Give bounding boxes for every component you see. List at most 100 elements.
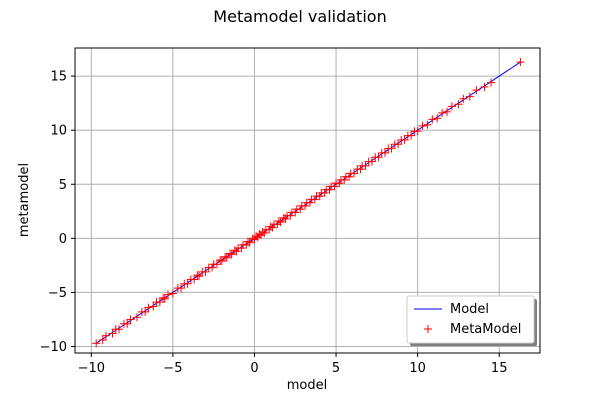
metamodel-point: [92, 339, 101, 348]
metamodel-point: [438, 108, 447, 117]
metamodel-point: [177, 284, 186, 293]
metamodel-point: [98, 336, 107, 345]
metamodel-point: [443, 107, 451, 116]
metamodel-point: [286, 211, 295, 220]
metamodel-point: [305, 198, 314, 207]
metamodel-point: [291, 208, 300, 217]
metamodel-point: [253, 233, 262, 242]
metamodel-point: [237, 244, 246, 253]
legend-label-metamodel: MetaModel: [450, 322, 521, 337]
metamodel-point: [400, 135, 409, 144]
metamodel-point: [459, 94, 468, 103]
metamodel-point: [361, 161, 370, 170]
metamodel-point: [230, 246, 239, 255]
metamodel-point: [330, 182, 339, 191]
metamodel-point: [279, 213, 288, 222]
x-tick-label: 15: [491, 361, 508, 376]
metamodel-point: [335, 179, 344, 188]
metamodel-point: [221, 252, 230, 261]
metamodel-point: [320, 188, 329, 197]
metamodel-point: [255, 230, 264, 239]
metamodel-point: [232, 247, 241, 256]
metamodel-point: [273, 220, 282, 229]
metamodel-point: [164, 290, 172, 299]
x-axis-label: model: [287, 378, 327, 393]
metamodel-point: [381, 148, 389, 157]
metamodel-point: [222, 253, 231, 262]
metamodel-point: [394, 140, 403, 149]
metamodel-point: [133, 313, 141, 322]
metamodel-point: [480, 82, 489, 91]
metamodel-point: [123, 319, 132, 328]
metamodel-point: [433, 114, 442, 123]
legend-box: [406, 295, 535, 344]
metamodel-point: [374, 153, 383, 162]
metamodel-point: [487, 78, 496, 87]
metamodel-point: [248, 234, 257, 243]
metamodel-point: [115, 325, 124, 334]
y-tick-label: 10: [50, 124, 67, 139]
metamodel-point: [268, 223, 277, 232]
ticks: −10 −5 0 5 10 15 −10 −5 0 5 10 15: [40, 70, 508, 376]
metamodel-point: [208, 263, 217, 272]
metamodel-point: [144, 303, 153, 312]
metamodel-point: [190, 275, 199, 284]
metamodel-point: [242, 240, 251, 249]
metamodel-point: [367, 157, 376, 166]
axes-frame: [74, 47, 541, 354]
y-tick-label: 15: [50, 70, 67, 85]
metamodel-point: [423, 120, 432, 129]
metamodel-point: [168, 289, 177, 298]
metamodel-point: [102, 331, 110, 340]
metamodel-point: [212, 260, 221, 269]
x-tick-label: 0: [250, 361, 258, 376]
metamodel-point: [407, 131, 416, 140]
metamodel-point: [250, 235, 259, 244]
plot-data: [92, 58, 525, 348]
metamodel-point: [155, 298, 164, 307]
metamodel-point: [345, 172, 354, 181]
metamodel-point: [266, 222, 275, 231]
metamodel-point: [350, 169, 358, 178]
metamodel-point: [108, 329, 117, 338]
metamodel-point: [325, 185, 334, 194]
metamodel-point: [315, 192, 324, 201]
metamodel-point: [217, 257, 226, 266]
metamodel-point: [465, 92, 474, 101]
metamodel-point: [260, 228, 269, 237]
x-tick-label: −5: [163, 361, 182, 376]
metamodel-point: [243, 237, 252, 246]
metamodel-point: [413, 127, 422, 136]
metamodel-point: [201, 267, 210, 276]
x-tick-label: 5: [332, 361, 340, 376]
y-tick-label: −10: [40, 340, 67, 355]
chart-title: Metamodel validation: [213, 7, 386, 26]
metamodel-point: [310, 195, 319, 204]
metamodel-point: [387, 144, 396, 153]
y-axis-label: metamodel: [17, 163, 32, 237]
metamodel-point: [265, 225, 274, 234]
y-tick-label: −5: [48, 286, 67, 301]
metamodel-point: [472, 86, 481, 95]
metamodel-point: [227, 250, 236, 259]
metamodel-point: [193, 271, 202, 280]
metamodel-point: [296, 205, 305, 214]
metamodel-point: [516, 58, 525, 67]
metamodel-point: [226, 249, 234, 258]
grid: [75, 48, 540, 353]
metamodel-point: [447, 102, 456, 111]
metamodel-point: [183, 279, 192, 288]
legend-label-model: Model: [450, 302, 489, 317]
legend: Model MetaModel: [406, 295, 537, 346]
metamodel-point: [149, 302, 158, 311]
metamodel-point: [160, 294, 169, 303]
y-tick-label: 0: [59, 232, 67, 247]
metamodel-point: [245, 238, 254, 247]
metamodel-point: [340, 175, 349, 184]
metamodel-point: [252, 232, 261, 241]
x-tick-label: 10: [409, 361, 426, 376]
metamodel-point: [301, 201, 310, 210]
metamodel-point: [274, 217, 283, 226]
metamodel-point: [281, 214, 290, 223]
